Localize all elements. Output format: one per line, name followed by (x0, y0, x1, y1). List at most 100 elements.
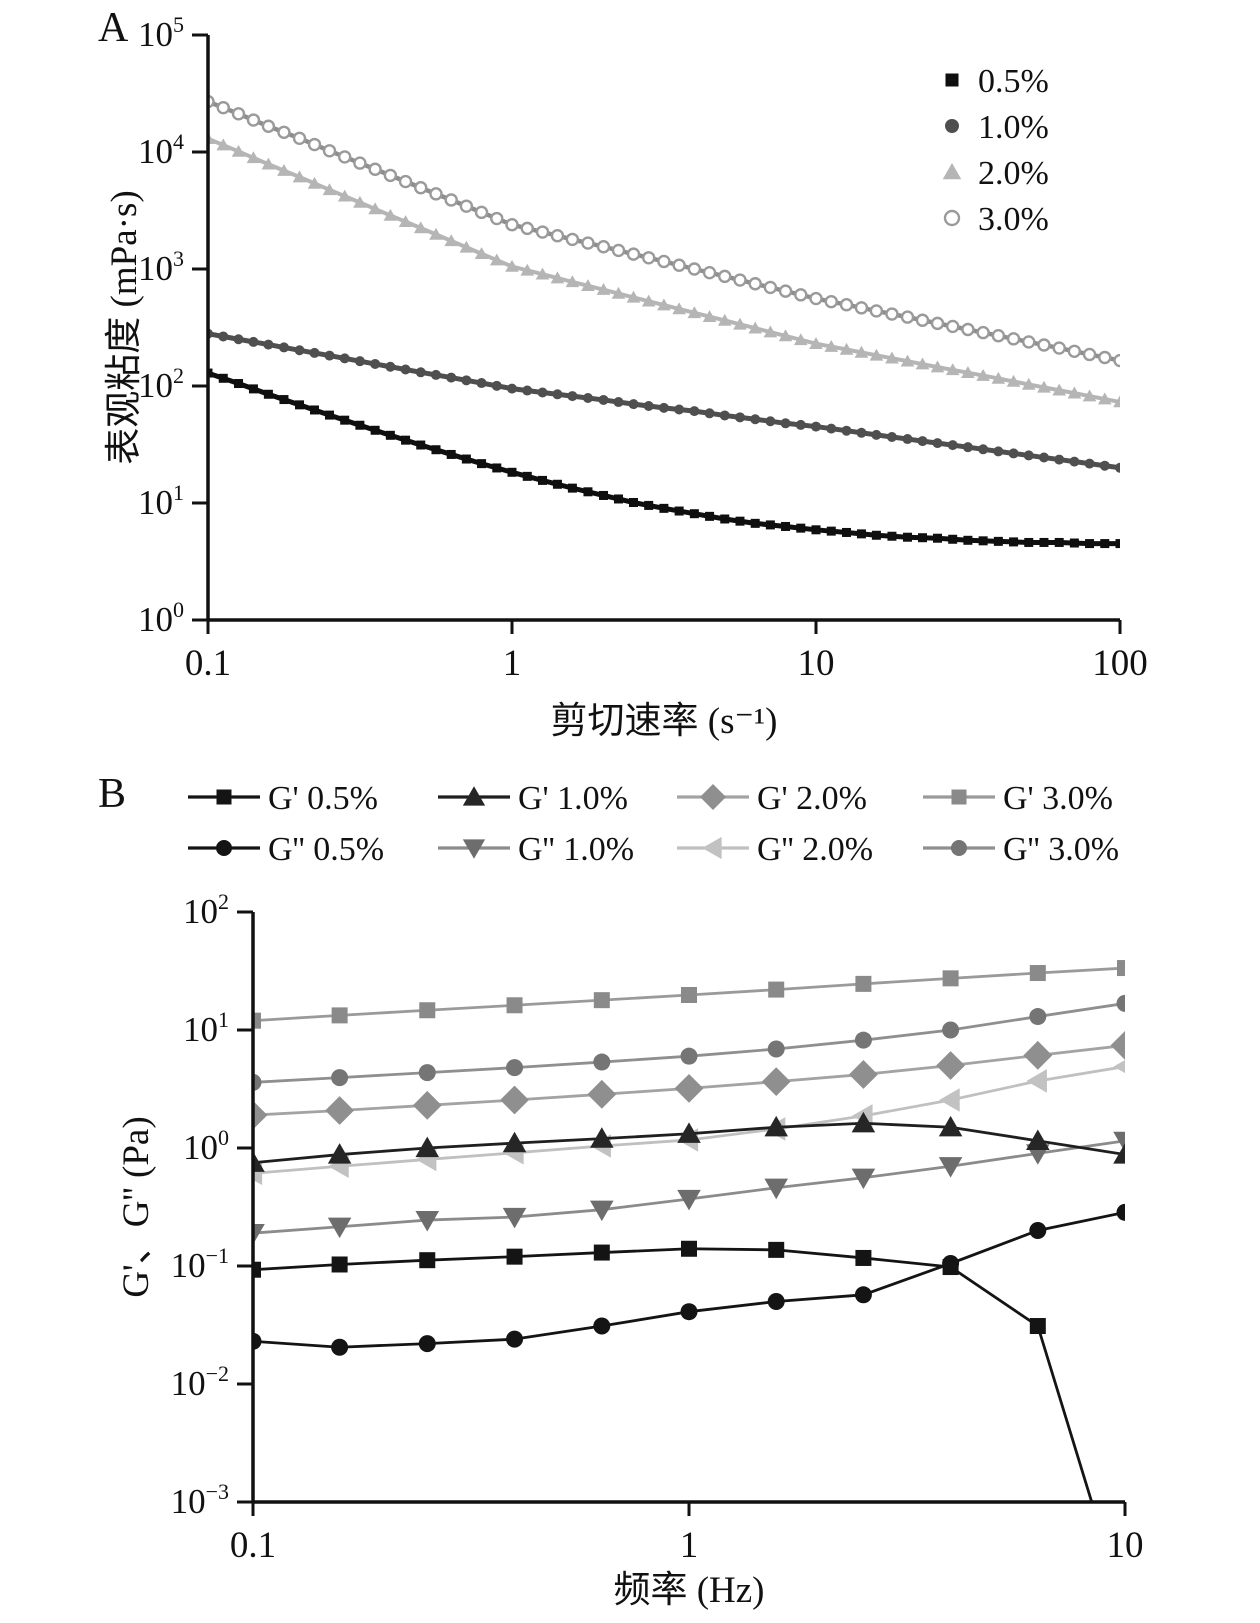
marker-gp-1-0 (1113, 1143, 1125, 1164)
marker-0-5 (538, 475, 548, 485)
marker-0-5 (218, 373, 228, 383)
legend-item-3-0: 3.0% (943, 201, 1049, 238)
marker-2-0 (1037, 380, 1051, 393)
marker-0-5 (826, 526, 836, 536)
marker-1-0 (582, 393, 593, 404)
series-gp-0-5 (253, 1240, 1094, 1502)
marker-gp-1-0 (253, 1151, 265, 1172)
marker-2-0 (322, 183, 337, 196)
marker-0-5 (1115, 539, 1120, 549)
marker-0-5 (614, 494, 624, 504)
marker-gp-0-5 (419, 1252, 436, 1269)
marker-gpp-0-5 (253, 1332, 262, 1350)
marker-1-0 (354, 356, 365, 367)
marker-1-0 (385, 361, 396, 372)
marker-gp-2-0 (849, 1060, 878, 1089)
marker-0-5 (208, 368, 213, 378)
marker-gp-1-0 (590, 1127, 614, 1148)
marker-2-0 (961, 366, 975, 378)
marker-2-0 (337, 189, 352, 202)
marker-2-0 (793, 333, 808, 346)
marker-0-5 (978, 536, 988, 546)
marker-gpp-3-0 (418, 1064, 436, 1082)
marker-3-0 (535, 225, 550, 239)
marker-3-0 (976, 325, 990, 340)
marker-0-5 (1039, 537, 1049, 547)
marker-0-5 (918, 533, 928, 543)
legend-item-gp-0-5: G' 0.5% (188, 780, 378, 817)
marker-gp-1-0 (327, 1143, 352, 1164)
marker-gpp-0-5 (1029, 1221, 1047, 1239)
marker-2-0 (976, 368, 990, 381)
marker-gp-3-0 (1117, 960, 1125, 977)
x-tick-label: 1 (680, 1525, 699, 1566)
marker-3-0 (946, 319, 960, 334)
marker-gpp-1-0 (590, 1200, 614, 1222)
marker-gp-2-0 (412, 1090, 442, 1120)
marker-gp-2-0 (587, 1079, 617, 1109)
marker-1-0 (1054, 454, 1065, 465)
marker-1-0 (613, 397, 624, 408)
marker-gpp-1-0 (415, 1210, 440, 1232)
marker-1-0 (628, 399, 639, 410)
marker-1-0 (780, 418, 791, 429)
marker-1-0 (218, 331, 229, 342)
marker-gpp-0-5 (506, 1330, 524, 1348)
marker-3-0 (900, 310, 915, 324)
legend-item-0-5: 0.5% (945, 63, 1049, 100)
y-tick-label: 105 (138, 12, 184, 54)
x-tick-label: 10 (798, 643, 835, 684)
marker-0-5 (567, 483, 577, 493)
marker-3-0 (642, 251, 656, 265)
marker-0-5 (248, 384, 258, 394)
marker-1-0 (1099, 460, 1110, 471)
marker-gp-3-0 (942, 970, 959, 987)
marker-0-5 (856, 529, 866, 539)
marker-gp-3-0 (1029, 965, 1046, 982)
marker-0-5 (659, 503, 669, 513)
y-axis-label: G'、G'' (Pa) (116, 1116, 157, 1297)
marker-gp-0-5 (506, 1248, 523, 1265)
legend-label-0-5: 0.5% (978, 63, 1049, 100)
marker-0-5 (1009, 537, 1019, 547)
marker-0-5 (401, 435, 411, 445)
marker-1-0 (1038, 452, 1049, 463)
marker-0-5 (903, 532, 913, 542)
legend-marker-0-5 (945, 73, 959, 87)
marker-0-5 (1100, 539, 1110, 549)
marker-gpp-3-0 (331, 1069, 349, 1087)
marker-2-0 (717, 313, 732, 326)
marker-1-0 (233, 334, 244, 345)
marker-1-0 (248, 336, 259, 347)
marker-gp-3-0 (253, 1012, 261, 1029)
marker-gp-0-5 (253, 1261, 261, 1278)
marker-2-0 (900, 354, 915, 367)
x-tick-label: 1 (503, 643, 522, 684)
marker-0-5 (416, 440, 426, 450)
legend-label-1-0: 1.0% (978, 109, 1049, 146)
marker-1-0 (324, 350, 335, 361)
marker-gp-2-0 (1023, 1040, 1053, 1070)
marker-3-0 (353, 156, 367, 170)
marker-gp-3-0 (331, 1007, 348, 1024)
legend-marker-gpp-0-5 (216, 840, 232, 856)
marker-3-0 (1098, 350, 1112, 365)
marker-3-0 (672, 258, 686, 272)
panel-b-chart: 0.1 1 10 10−3 10−2 10−1 100 101 102 频率 (Hz) G'、G''… (116, 780, 1144, 1611)
marker-3-0 (550, 229, 565, 243)
marker-2-0 (292, 170, 307, 183)
marker-0-5 (674, 506, 684, 516)
marker-gp-3-0 (506, 997, 523, 1014)
marker-3-0 (1022, 335, 1036, 349)
marker-3-0 (459, 199, 474, 213)
marker-3-0 (961, 322, 975, 337)
marker-3-0 (702, 265, 717, 280)
legend-label-3-0: 3.0% (978, 201, 1049, 238)
legend-label-gpp-3-0: G'' 3.0% (1003, 831, 1119, 868)
marker-gpp-3-0 (680, 1047, 698, 1065)
y-tick-label: 101 (183, 1007, 229, 1049)
marker-0-5 (385, 430, 395, 440)
marker-2-0 (869, 348, 884, 361)
